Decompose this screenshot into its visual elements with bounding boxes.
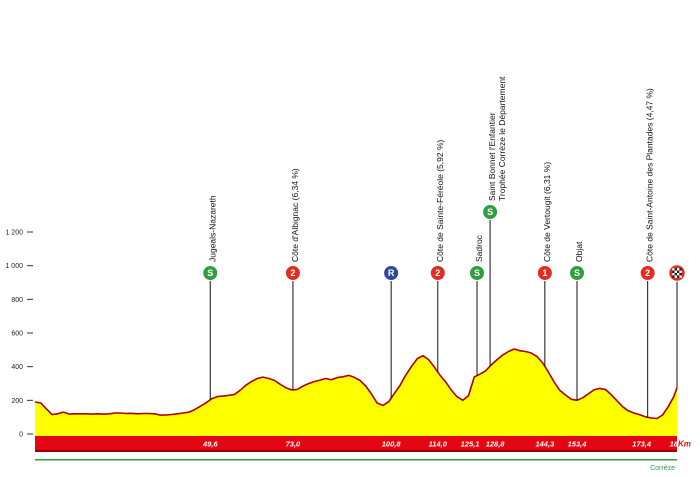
- marker-climb: 2 Côte de Sainte-Féréole (5,92 %): [429, 139, 446, 373]
- marker-label: Objat: [574, 241, 584, 262]
- finish-flag-cell: [674, 275, 677, 278]
- marker-label: Côte d'Albignac (6,34 %): [290, 168, 300, 262]
- finish-flag-cell: [672, 268, 675, 271]
- km-label: 100,8: [382, 440, 402, 449]
- marker-refreshment: R: [383, 265, 400, 399]
- marker-sprint: S Saint Bonnet l'Enfantier Trophée Corrèze…: [482, 76, 507, 367]
- y-axis: 0 200 400 600 800 1 000 1 200: [5, 230, 33, 439]
- marker-badge: [483, 205, 498, 219]
- route-markers: S Jugeals-Nazareth 2 Côte d'Albignac (6,34 …: [202, 76, 686, 418]
- km-labels: 49,6 73,0 100,8 114,0 125,1 128,8 144,3 153,4 17…: [202, 440, 689, 449]
- km-label: 73,0: [286, 440, 301, 449]
- y-tick-label: 600: [11, 331, 23, 338]
- km-label: 128,8: [486, 440, 506, 449]
- distance-band: [35, 436, 677, 452]
- marker-label: Côte de Vertougit (6,31 %): [542, 162, 552, 262]
- km-label: 153,4: [568, 440, 588, 449]
- region-strip-line: [35, 459, 677, 461]
- marker-badge: [570, 266, 585, 280]
- km-label: 181,7: [670, 440, 690, 449]
- marker-symbol: S: [207, 268, 213, 278]
- y-tick-label: 400: [11, 364, 23, 371]
- marker-label-secondary: Trophée Corrèze le Département: [497, 76, 507, 201]
- marker-badge: [537, 266, 552, 280]
- finish-flag-cell: [679, 270, 682, 273]
- region-strip: Corrèze: [35, 459, 677, 472]
- finish-flag-cell: [674, 268, 677, 271]
- finish-flag-cell: [679, 273, 682, 276]
- marker-symbol: 2: [645, 268, 650, 278]
- marker-label: Saint Bonnet l'Enfantier: [487, 112, 497, 201]
- finish-flag-cell: [674, 270, 677, 273]
- elevation-line: [34, 348, 678, 420]
- marker-sprint: S Sadroc: [469, 234, 486, 376]
- marker-label: Côte de Saint-Antoine des Plantades (4,4…: [645, 88, 655, 262]
- y-tick-label: 800: [11, 297, 23, 304]
- marker-symbol: 2: [435, 268, 440, 278]
- marker-badge: [203, 266, 218, 280]
- distance-band-shadow: [35, 449, 677, 452]
- y-tick-label: 1 000: [5, 263, 23, 270]
- distance-band-bar: [35, 436, 677, 450]
- y-tick-label: 0: [19, 432, 23, 439]
- finish-flag-cell: [679, 275, 682, 278]
- marker-sprint: S Objat: [569, 241, 586, 401]
- marker-badge: [384, 266, 399, 280]
- finish-flag-cell: [679, 268, 682, 271]
- marker-badge: [470, 266, 485, 280]
- elevation-profile: [34, 348, 678, 436]
- marker-symbol: 2: [290, 268, 295, 278]
- marker-badge: [640, 266, 655, 280]
- finish-flag-cell: [672, 275, 675, 278]
- marker-finish: [668, 264, 686, 388]
- km-label: 144,3: [535, 440, 555, 449]
- marker-symbol: S: [487, 207, 493, 217]
- km-label: 49,6: [202, 440, 218, 449]
- finish-flag-cell: [677, 275, 680, 278]
- marker-badge: [430, 266, 445, 280]
- marker-label: Côte de Sainte-Féréole (5,92 %): [435, 139, 445, 262]
- marker-sprint: S Jugeals-Nazareth: [202, 195, 219, 400]
- km-label: 173,4: [632, 440, 652, 449]
- marker-label: Sadroc: [474, 234, 484, 262]
- marker-symbol: R: [388, 268, 395, 278]
- finish-flag-cell: [677, 270, 680, 273]
- y-tick-label: 200: [11, 398, 23, 405]
- km-unit-label: Km: [678, 440, 691, 449]
- finish-flag-cell: [677, 273, 680, 276]
- finish-flag-cell: [677, 268, 680, 271]
- marker-climb: 2 Côte de Saint-Antoine des Plantades (4,…: [639, 88, 656, 418]
- region-label: Corrèze: [650, 465, 675, 472]
- marker-badge: [285, 266, 300, 280]
- finish-flag-cell: [674, 273, 677, 276]
- marker-label: Jugeals-Nazareth: [207, 195, 217, 262]
- km-label: 114,0: [429, 440, 448, 449]
- finish-flag-cell: [672, 273, 675, 276]
- elevation-area: [35, 349, 677, 436]
- marker-climb: 2 Côte d'Albignac (6,34 %): [284, 168, 301, 390]
- marker-climb: 1 Côte de Vertougit (6,31 %): [536, 162, 553, 367]
- marker-symbol: 1: [542, 268, 547, 278]
- marker-symbol: S: [574, 268, 580, 278]
- finish-flag-cell: [672, 270, 675, 273]
- y-tick-label: 1 200: [5, 230, 23, 237]
- km-label: 125,1: [461, 440, 480, 449]
- marker-symbol: S: [474, 268, 480, 278]
